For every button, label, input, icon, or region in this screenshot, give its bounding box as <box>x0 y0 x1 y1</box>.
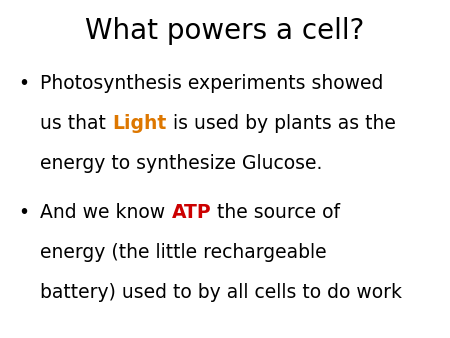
Text: Photosynthesis experiments showed: Photosynthesis experiments showed <box>40 74 384 93</box>
Text: us that: us that <box>40 114 112 133</box>
Text: the source of: the source of <box>211 203 340 222</box>
Text: energy to synthesize Glucose.: energy to synthesize Glucose. <box>40 154 323 173</box>
Text: What powers a cell?: What powers a cell? <box>86 17 365 45</box>
Text: And we know: And we know <box>40 203 171 222</box>
Text: energy (the little rechargeable: energy (the little rechargeable <box>40 243 327 262</box>
Text: battery) used to by all cells to do work: battery) used to by all cells to do work <box>40 283 402 301</box>
Text: is used by plants as the: is used by plants as the <box>166 114 396 133</box>
Text: •: • <box>18 203 29 222</box>
Text: ATP: ATP <box>171 203 211 222</box>
Text: Light: Light <box>112 114 166 133</box>
Text: •: • <box>18 74 29 93</box>
